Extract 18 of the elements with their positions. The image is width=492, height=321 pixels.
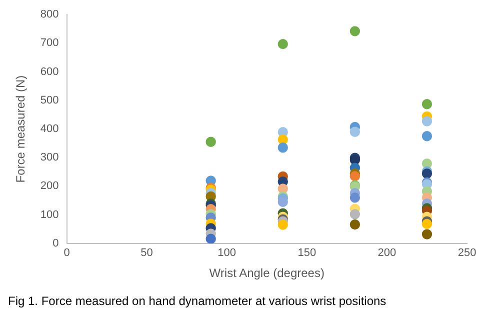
x-tick-label: 250 xyxy=(458,247,476,260)
x-tick-label: 150 xyxy=(298,247,316,260)
y-axis-title: Force measured (N) xyxy=(14,75,28,183)
y-tick-label: 600 xyxy=(40,66,59,78)
y-tick-label: 200 xyxy=(40,180,59,192)
x-tick-label: 100 xyxy=(218,247,236,260)
x-axis-title: Wrist Angle (degrees) xyxy=(209,266,324,280)
y-tick-label: 300 xyxy=(40,152,59,164)
y-tick-label: 500 xyxy=(40,94,59,106)
y-tick-label: 100 xyxy=(40,208,59,221)
x-tick-label: 50 xyxy=(140,247,153,260)
caption: Fig 1. Force measured on hand dynamometer at various wrist positions xyxy=(8,294,386,308)
y-tick-label: 400 xyxy=(40,123,59,136)
y-tick-label: 0 xyxy=(52,237,59,250)
x-tick-label: 0 xyxy=(64,247,70,260)
y-tick-label: 700 xyxy=(40,37,59,50)
x-tick-label: 200 xyxy=(378,247,396,260)
y-tick-label: 800 xyxy=(40,8,59,21)
